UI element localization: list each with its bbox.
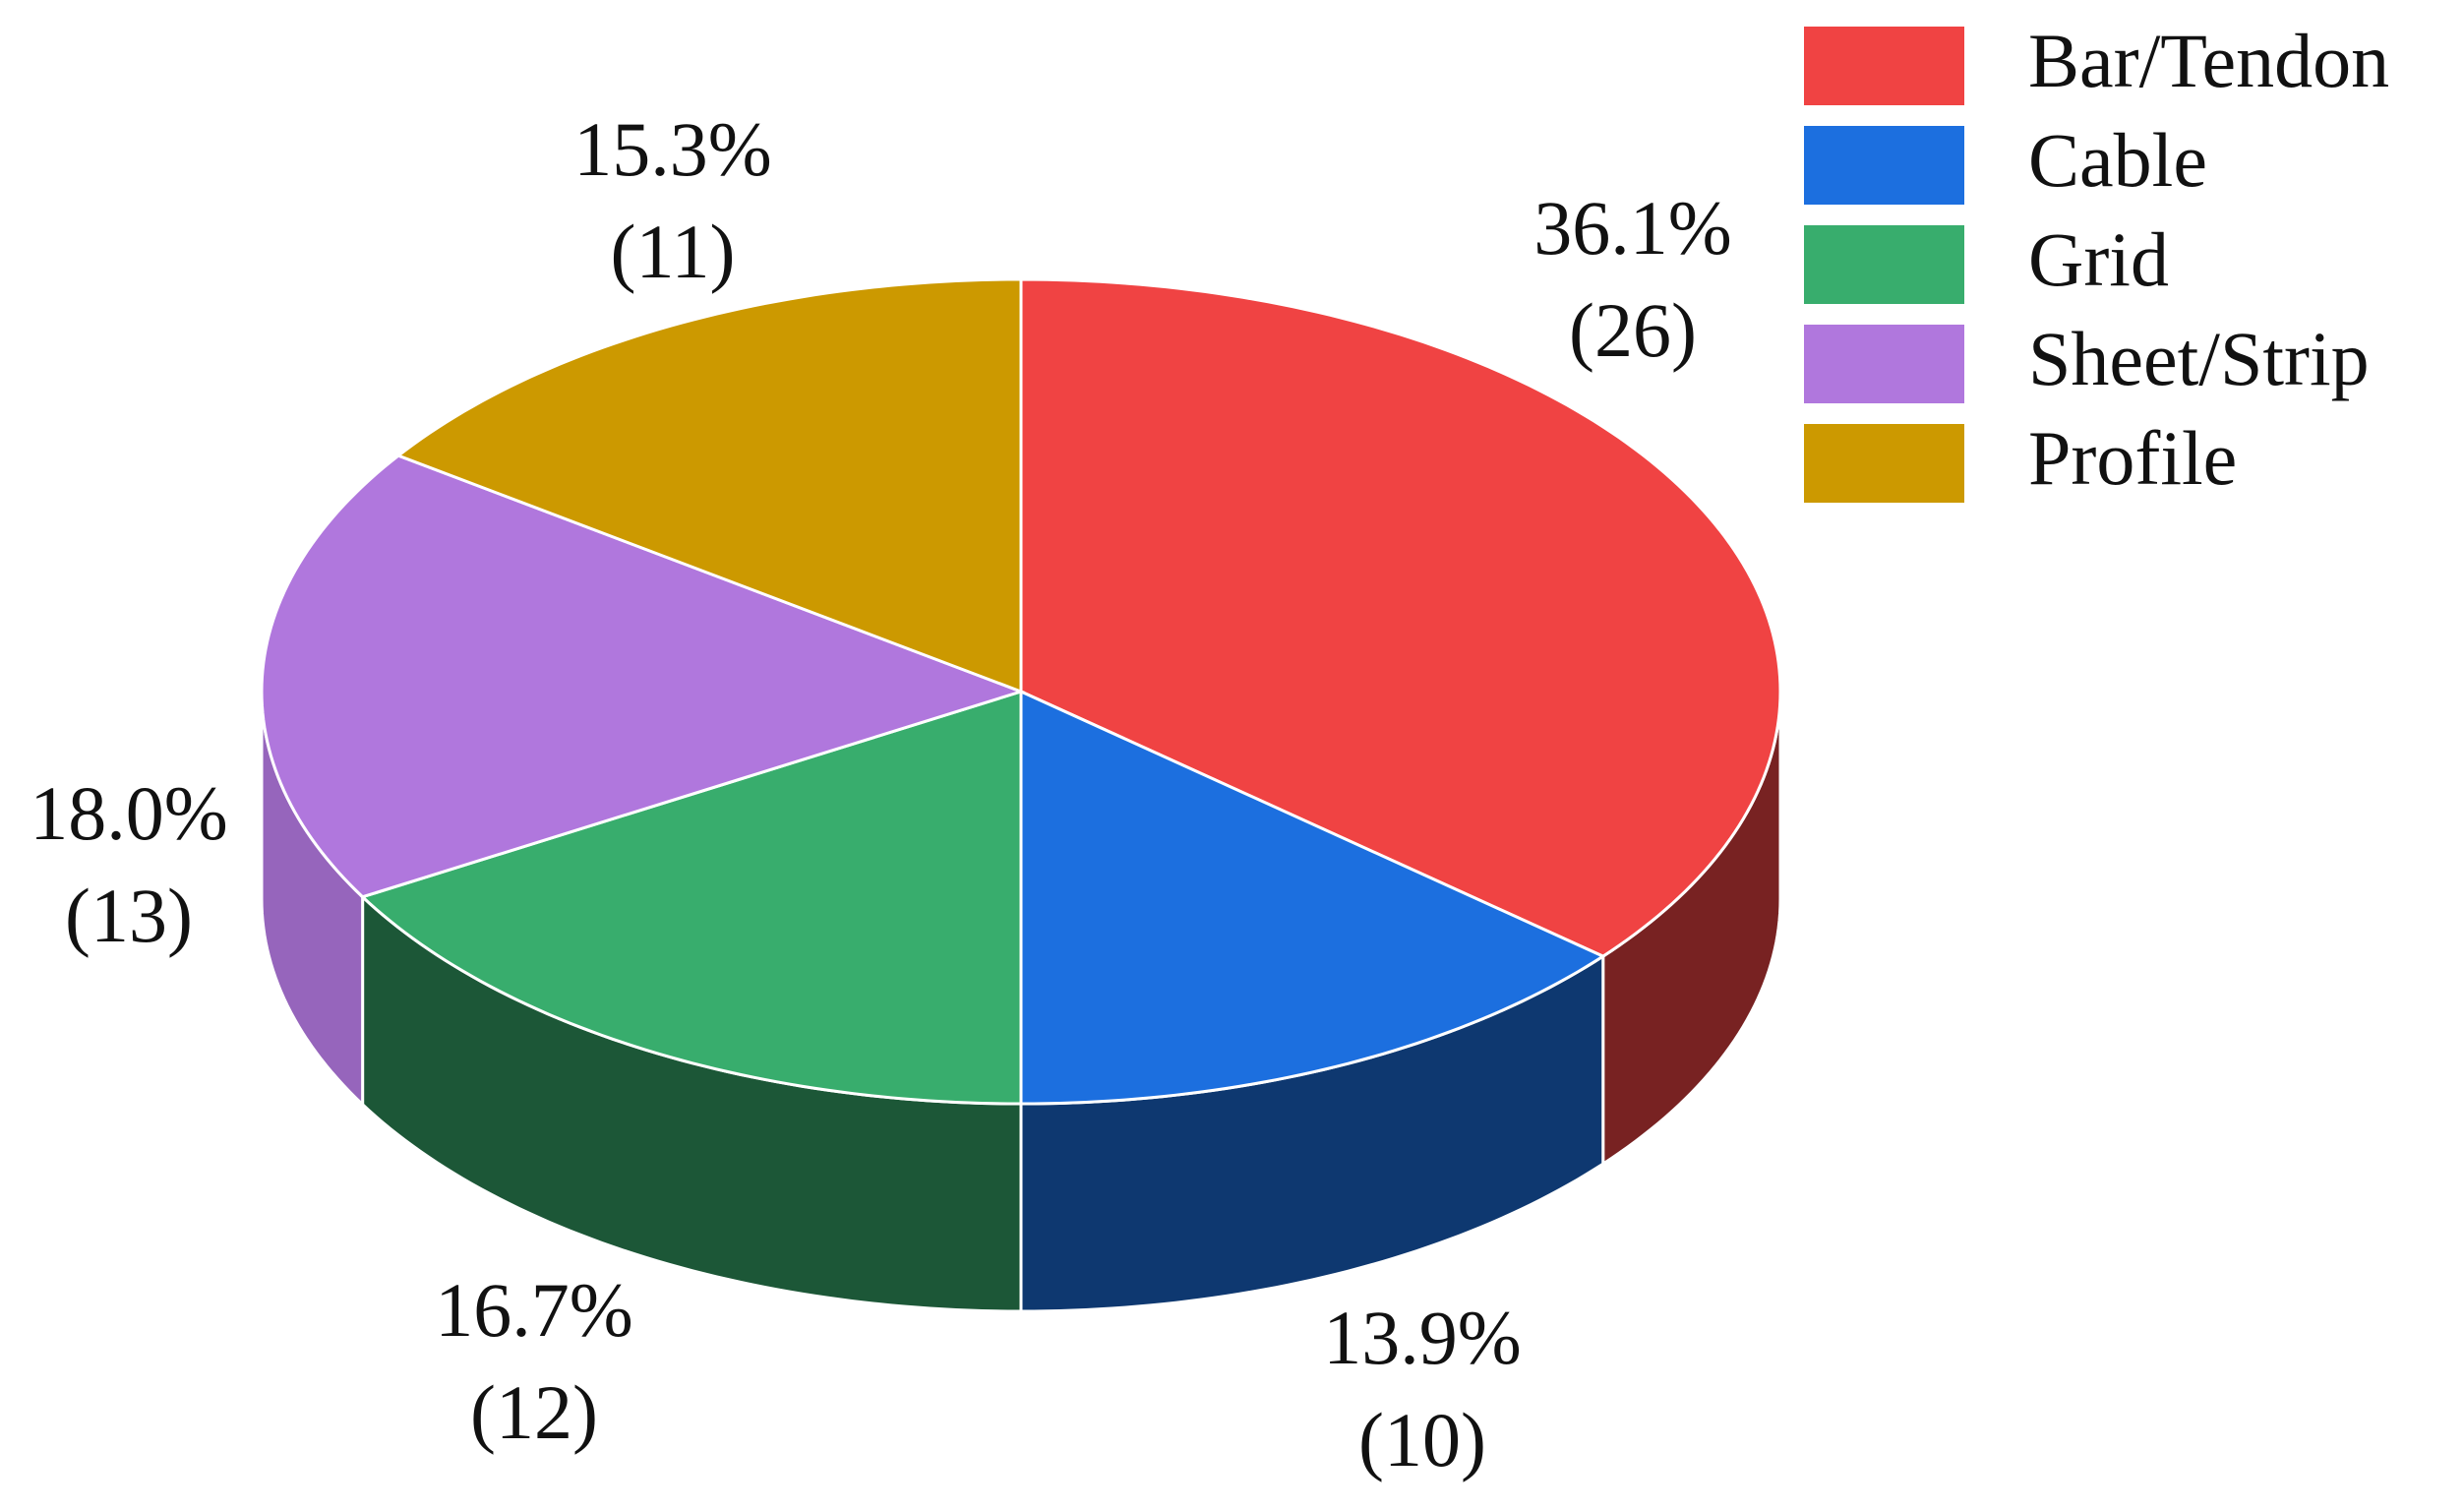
value-label: 16.7%	[435, 1267, 632, 1353]
slice	[394, 277, 1023, 695]
value-label: 18.0%	[30, 770, 227, 856]
value-label: 13.9%	[1323, 1295, 1521, 1380]
value-label: 15.3%	[573, 106, 771, 192]
slice	[260, 453, 1026, 899]
slice	[1019, 689, 1606, 1106]
count-label: (26)	[1569, 287, 1697, 373]
legend-label: Cable	[2028, 117, 2207, 203]
legend-swatch	[1804, 27, 1964, 105]
slice	[1019, 277, 1782, 958]
legend-swatch	[1804, 225, 1964, 304]
legend-swatch	[1804, 424, 1964, 503]
legend-swatch	[1804, 325, 1964, 403]
value-label: 36.1%	[1533, 185, 1731, 271]
legend-label: Bar/Tendon	[2028, 18, 2389, 103]
legend-label: Grid	[2028, 216, 2169, 302]
legend-label: Sheet/Strip	[2028, 316, 2370, 401]
legend-label: Profile	[2028, 415, 2237, 501]
count-label: (12)	[470, 1369, 598, 1455]
count-label: (10)	[1358, 1397, 1486, 1482]
count-label: (11)	[610, 209, 735, 294]
slice	[359, 689, 1023, 1106]
count-label: (13)	[65, 873, 193, 958]
legend-swatch	[1804, 126, 1964, 205]
